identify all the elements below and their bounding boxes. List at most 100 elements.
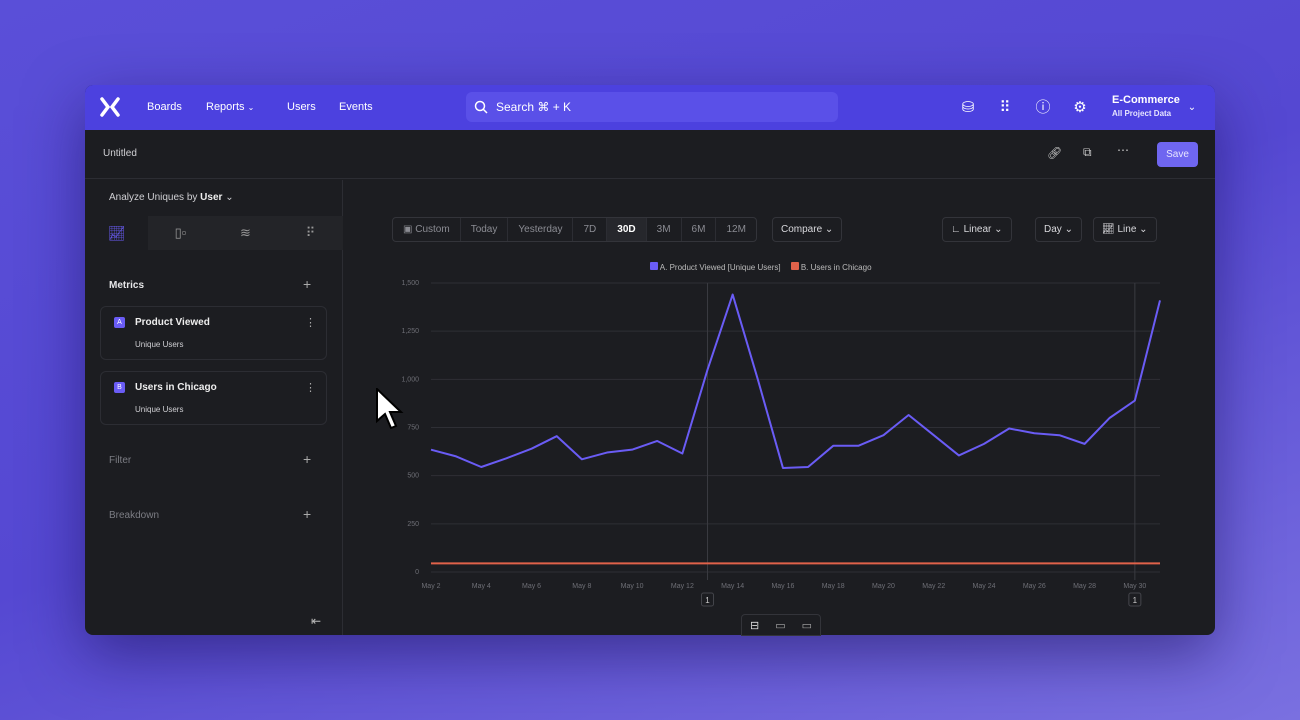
range-12m[interactable]: 12M — [726, 224, 746, 235]
duplicate-icon[interactable]: ⧉ — [1083, 145, 1092, 159]
chart-type-selector[interactable]: 📈︎ Line ⌄ — [1093, 217, 1157, 242]
data-point[interactable] — [578, 455, 586, 463]
data-point[interactable] — [829, 559, 837, 567]
chevron-down-icon[interactable]: ⌄ — [1187, 102, 1197, 113]
kebab-menu-icon[interactable]: ⋮ — [305, 382, 316, 394]
collapse-sidebar-icon[interactable]: ⇤ — [311, 614, 322, 628]
data-point[interactable] — [704, 366, 712, 374]
data-point[interactable] — [854, 442, 862, 450]
annotation-marker[interactable] — [701, 592, 715, 607]
project-selector[interactable]: E-Commerce All Project Data — [1112, 94, 1180, 118]
range-30d[interactable]: 30D — [607, 218, 647, 241]
data-point[interactable] — [653, 437, 661, 445]
metric-card-b[interactable]: B Users in Chicago Unique Users ⋮ — [100, 371, 327, 425]
data-point[interactable] — [1131, 559, 1139, 567]
scale-selector[interactable]: ∟ Linear ⌄ — [942, 217, 1012, 242]
analyze-by-selector[interactable]: Analyze Uniques by User ⌄ — [109, 192, 234, 203]
data-point[interactable] — [477, 463, 485, 471]
compare-button[interactable]: Compare ⌄ — [772, 217, 843, 242]
data-point[interactable] — [879, 559, 887, 567]
data-point[interactable] — [452, 452, 460, 460]
data-point[interactable] — [854, 559, 862, 567]
nav-boards[interactable]: Boards — [147, 101, 182, 113]
data-point[interactable] — [729, 559, 737, 567]
data-point[interactable] — [1005, 559, 1013, 567]
data-point[interactable] — [427, 559, 435, 567]
data-point[interactable] — [704, 559, 712, 567]
data-point[interactable] — [553, 559, 561, 567]
data-point[interactable] — [955, 559, 963, 567]
data-point[interactable] — [955, 451, 963, 459]
data-point[interactable] — [477, 559, 485, 567]
data-point[interactable] — [779, 464, 787, 472]
data-point[interactable] — [452, 559, 460, 567]
data-point[interactable] — [678, 559, 686, 567]
legend-item-a[interactable]: A. Product Viewed [Unique Users] — [650, 262, 781, 272]
range-yesterday[interactable]: Yesterday — [508, 218, 574, 241]
interval-selector[interactable]: Day ⌄ — [1035, 217, 1082, 242]
search-input[interactable]: Search ⌘ + K — [466, 92, 838, 122]
link-icon[interactable]: 🔗︎ — [1047, 146, 1063, 160]
database-settings-icon[interactable]: ⛁ — [961, 99, 975, 116]
data-point[interactable] — [1131, 397, 1139, 405]
metric-measure[interactable]: Unique Users — [135, 405, 184, 414]
kebab-menu-icon[interactable]: ⋮ — [305, 317, 316, 329]
funnels-icon[interactable]: ▯▫ — [148, 216, 213, 250]
annotation-marker[interactable] — [1128, 592, 1142, 607]
data-point[interactable] — [754, 559, 762, 567]
data-point[interactable] — [980, 559, 988, 567]
range-7d[interactable]: 7D — [573, 218, 608, 241]
legend-item-b[interactable]: B. Users in Chicago — [790, 262, 872, 272]
data-point[interactable] — [905, 559, 913, 567]
data-point[interactable] — [502, 559, 510, 567]
data-point[interactable] — [930, 559, 938, 567]
data-point[interactable] — [528, 559, 536, 567]
data-point[interactable] — [879, 431, 887, 439]
data-point[interactable] — [754, 375, 762, 383]
data-point[interactable] — [804, 463, 812, 471]
data-point[interactable] — [1106, 559, 1114, 567]
flows-icon[interactable]: ≋ — [213, 216, 278, 250]
data-point[interactable] — [1055, 559, 1063, 567]
data-point[interactable] — [1081, 559, 1089, 567]
data-point[interactable] — [628, 559, 636, 567]
insights-chart-icon[interactable]: 📈︎ — [107, 225, 126, 241]
data-point[interactable] — [1005, 424, 1013, 432]
range-3m[interactable]: 3M — [647, 218, 682, 241]
add-metric-icon[interactable]: + — [303, 276, 312, 292]
data-point[interactable] — [829, 442, 837, 450]
help-icon[interactable]: ⓘ — [1035, 99, 1051, 116]
data-point[interactable] — [1106, 414, 1114, 422]
metric-measure[interactable]: Unique Users — [135, 340, 184, 349]
data-point[interactable] — [427, 446, 435, 454]
chart-only-layout-icon[interactable]: ▭ — [775, 619, 786, 632]
data-point[interactable] — [905, 411, 913, 419]
data-point[interactable] — [1055, 431, 1063, 439]
save-button[interactable]: Save — [1157, 142, 1198, 167]
retention-icon[interactable]: ⠟ — [278, 216, 343, 250]
data-point[interactable] — [930, 431, 938, 439]
table-layout-icon[interactable]: ▭ — [801, 619, 812, 632]
data-point[interactable] — [653, 559, 661, 567]
data-point[interactable] — [980, 440, 988, 448]
add-breakdown-icon[interactable]: + — [303, 506, 312, 522]
data-point[interactable] — [1030, 559, 1038, 567]
data-point[interactable] — [1030, 429, 1038, 437]
range-6m[interactable]: 6M — [682, 218, 717, 241]
data-point[interactable] — [628, 446, 636, 454]
nav-events[interactable]: Events — [339, 101, 373, 113]
split-layout-icon[interactable]: ⊟ — [749, 619, 760, 632]
settings-icon[interactable]: ⚙ — [1073, 99, 1087, 116]
range-custom[interactable]: ▣ Custom — [393, 218, 461, 241]
data-point[interactable] — [528, 445, 536, 453]
range-today[interactable]: Today — [461, 218, 509, 241]
data-point[interactable] — [603, 449, 611, 457]
data-point[interactable] — [578, 559, 586, 567]
more-icon[interactable]: ⋯ — [1117, 143, 1129, 157]
data-point[interactable] — [729, 291, 737, 299]
report-title[interactable]: Untitled — [103, 148, 137, 159]
data-point[interactable] — [779, 559, 787, 567]
apps-grid-icon[interactable]: ⠿ — [999, 99, 1011, 116]
data-point[interactable] — [804, 559, 812, 567]
nav-users[interactable]: Users — [287, 101, 316, 113]
